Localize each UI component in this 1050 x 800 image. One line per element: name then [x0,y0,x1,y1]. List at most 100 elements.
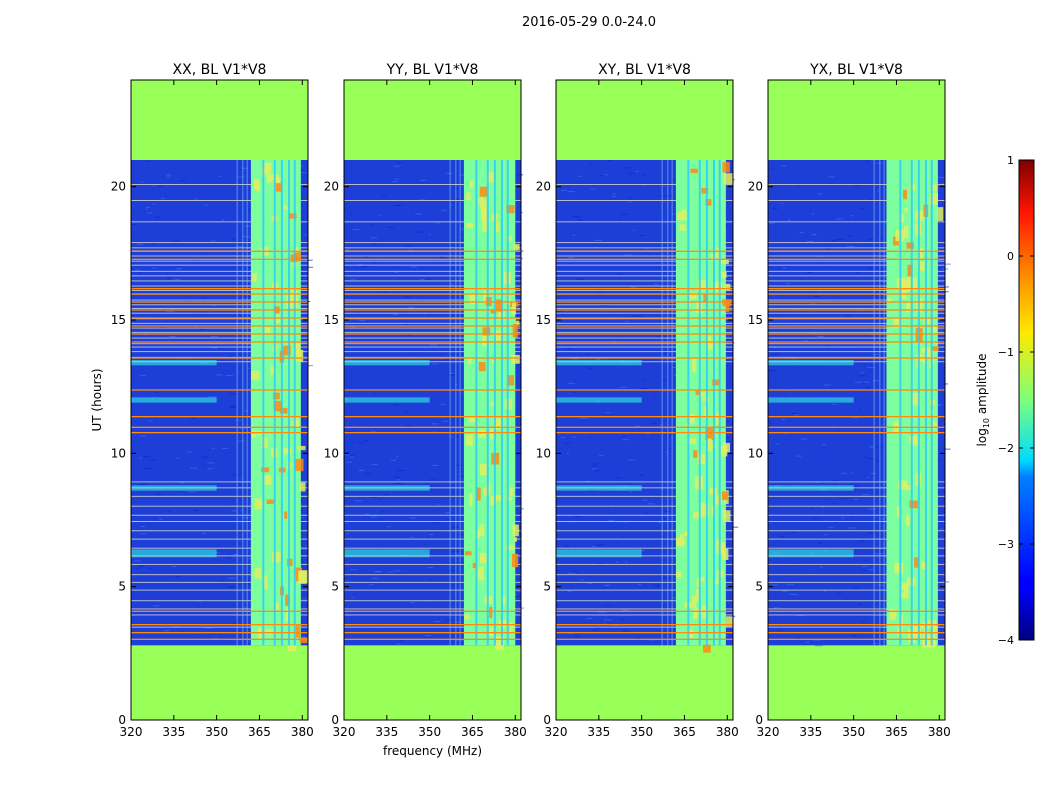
rfi-line-strong [556,389,733,391]
x-tick-label: 350 [418,725,441,739]
rfi-line [344,221,521,223]
rfi-line [556,346,733,348]
rfi-line [131,289,308,291]
rfi-line [344,304,521,306]
rfi-line [131,247,308,249]
rfi-line-strong [768,317,945,319]
y-tick-label: 5 [543,580,551,594]
rfi-line-strong [344,610,521,612]
y-tick-label: 0 [118,713,126,727]
rfi-band [344,397,430,403]
colorbar-tick-label: −2 [998,442,1014,455]
rfi-line-strong [131,632,308,634]
rfi-line [131,481,308,483]
rfi-line [344,608,521,610]
x-tick-label: 350 [205,725,228,739]
rfi-line [768,285,945,287]
axes-frame [555,79,734,721]
rfi-line [768,242,945,244]
rfi-line-strong [768,426,945,428]
rfi-line [768,331,945,333]
colorbar-tick-label: 1 [1007,154,1014,167]
rfi-line [556,260,733,262]
rfi-line [344,555,521,557]
rfi-line [768,255,945,257]
rfi-line-strong [768,333,945,335]
rfi-line [556,337,733,339]
rfi-line [768,487,945,489]
rfi-line [556,487,733,489]
vertical-rfi [667,160,669,646]
rfi-line-strong [768,624,945,626]
rfi-line [556,361,733,363]
colorbar-label-sub: 10 [982,418,991,428]
rfi-line-strong [131,432,308,434]
rfi-line-strong [768,638,945,640]
x-tick-label: 320 [333,725,356,739]
rfi-line [344,520,521,522]
rfi-line [768,270,945,272]
colorbar-ticks: 1 0 −1 −2 −3 −4 [998,154,1034,647]
rfi-line [768,581,945,583]
rfi-line [768,318,945,320]
rfi-line-strong [768,432,945,434]
colorbar-tick-label: −4 [998,634,1014,647]
y-tick-label: 5 [755,580,763,594]
rfi-line-strong [344,357,521,359]
channel-gap [917,160,920,646]
rfi-line [768,574,945,576]
y-tick-label: 20 [324,180,339,194]
rfi-line-strong [768,341,945,343]
rfi-line-strong [131,341,308,343]
rfi-line [768,304,945,306]
y-tick-label: 10 [748,446,763,460]
channel-gap [486,160,489,646]
rfi-line [344,361,521,363]
rfi-line [556,538,733,540]
rfi-line-strong [131,301,308,303]
rfi-line [344,351,521,353]
rfi-line-strong [768,389,945,391]
rfi-line [131,505,308,507]
rfi-line [556,327,733,329]
rfi-line [344,260,521,262]
rfi-line [768,289,945,291]
x-tick-label: 335 [587,725,610,739]
rfi-line [768,555,945,557]
y-tick-label: 0 [755,713,763,727]
rfi-line-strong [344,341,521,343]
axes-frame [130,79,309,721]
x-tick-label: 380 [504,725,527,739]
rfi-line [344,343,521,345]
rfi-line [768,346,945,348]
rfi-line-strong [768,288,945,290]
channel-gap [718,160,721,646]
rfi-line-strong [131,426,308,428]
panel-title: XY, BL V1*V8 [598,62,691,78]
rfi-line-strong [556,301,733,303]
rfi-line [131,530,308,532]
rfi-line [344,346,521,348]
panel-4: YX, BL V1*V8 320 335 350 365 380 0 5 10 15 20 [748,62,951,739]
colorbar-tick-label: 0 [1007,250,1014,263]
rfi-line [556,530,733,532]
rfi-line [344,322,521,324]
rfi-line-strong [556,624,733,626]
rfi-line-strong [556,432,733,434]
rfi-line [556,312,733,314]
rfi-line [556,481,733,483]
rfi-line [131,581,308,583]
rfi-line [556,289,733,291]
rfi-line [131,312,308,314]
rfi-line [131,555,308,557]
channel-gap [713,160,716,646]
rfi-line [556,322,733,324]
rfi-line [344,574,521,576]
y-tick-label: 20 [111,180,126,194]
rfi-line [556,495,733,497]
rfi-line [131,563,308,565]
x-tick-label: 380 [716,725,739,739]
rfi-line [768,626,945,628]
channel-gap [910,160,913,646]
rfi-line [131,343,308,345]
